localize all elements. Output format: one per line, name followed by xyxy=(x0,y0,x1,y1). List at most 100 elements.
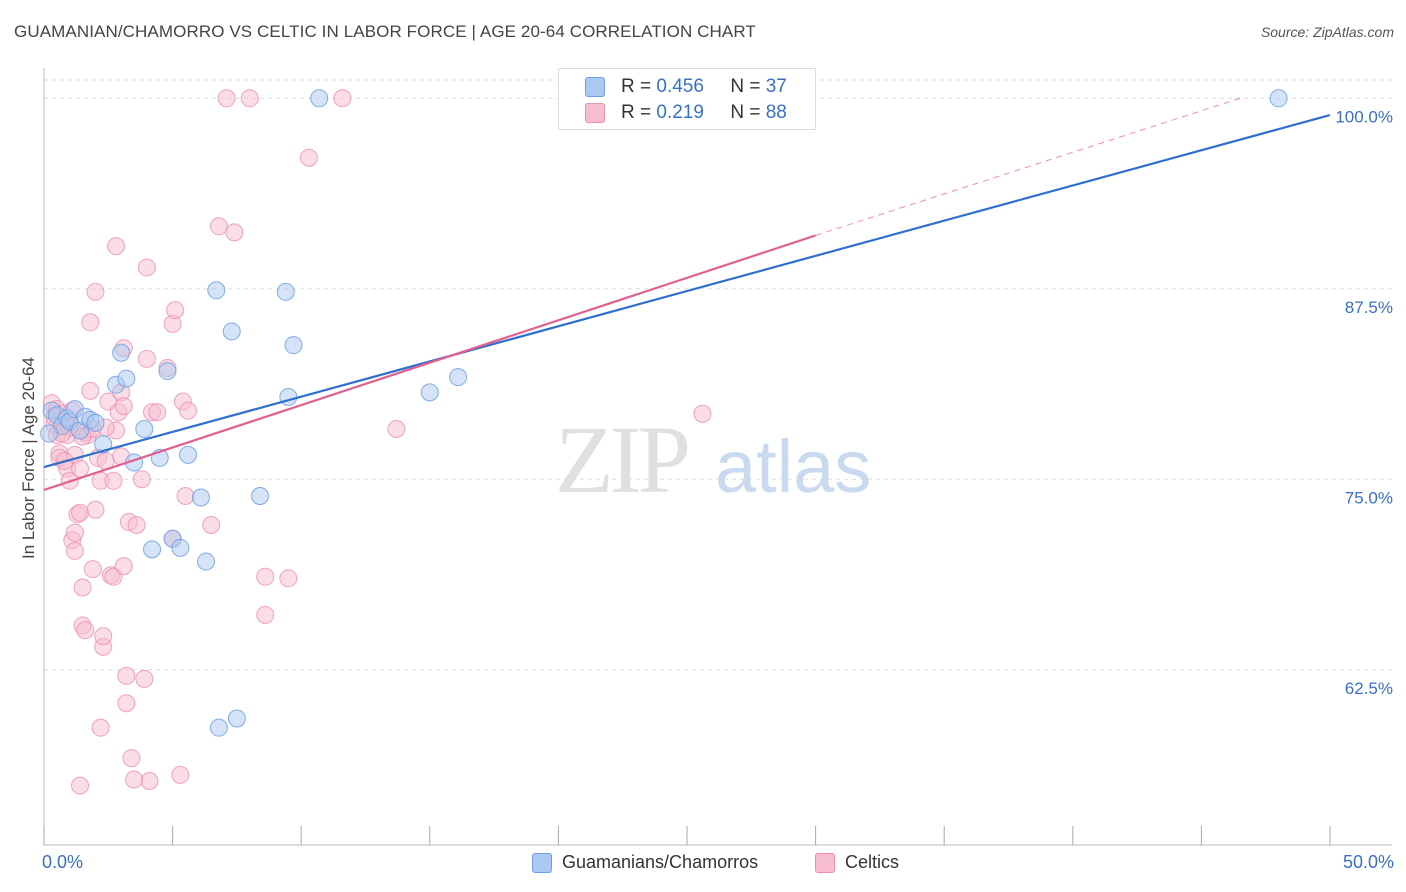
celtics-point xyxy=(256,605,275,624)
series-guamanians-points xyxy=(40,89,1288,737)
guamanians-point xyxy=(222,322,241,341)
celtics-point xyxy=(179,401,198,420)
guamanians-trend-line xyxy=(43,113,1331,469)
celtics-point xyxy=(114,557,133,576)
watermark-zip: ZIP xyxy=(555,406,688,513)
legend-swatch-blue xyxy=(585,77,605,97)
guamanians-point xyxy=(143,540,162,559)
celtics-point xyxy=(148,403,167,422)
celtics-point xyxy=(125,770,144,789)
guamanians-point xyxy=(449,368,468,387)
celtics-point xyxy=(71,776,90,795)
guamanians-point xyxy=(40,424,59,443)
y-tick-label: 87.5% xyxy=(1345,298,1393,317)
legend-n-value: 37 xyxy=(765,76,787,97)
bottom-legend-guamanians: Guamanians/Chamorros xyxy=(532,852,758,873)
celtics-point xyxy=(122,749,141,768)
celtics-point xyxy=(81,313,100,332)
celtics-point xyxy=(137,258,156,277)
celtics-point xyxy=(137,349,156,368)
legend-r-value: 0.219 xyxy=(656,102,704,123)
guamanians-point xyxy=(112,343,131,362)
celtics-point xyxy=(171,765,190,784)
bottom-legend-swatch-blue xyxy=(532,852,552,873)
celtics-point xyxy=(209,217,228,236)
celtics-point xyxy=(81,381,100,400)
guamanians-point xyxy=(158,362,177,381)
celtics-point xyxy=(279,569,298,588)
celtics-trend-extension xyxy=(815,97,1241,236)
celtics-point xyxy=(76,621,95,640)
watermark-atlas: atlas xyxy=(715,425,871,508)
celtics-point xyxy=(94,627,113,646)
legend-n-label: N = xyxy=(730,76,761,97)
celtics-point xyxy=(71,459,90,478)
guamanians-point xyxy=(251,487,270,506)
legend-r-label: R = xyxy=(621,102,652,123)
celtics-trend-line xyxy=(43,234,816,491)
legend-n-value: 88 xyxy=(765,102,787,123)
celtics-point xyxy=(114,397,133,416)
legend-r-label: R = xyxy=(621,76,652,97)
bottom-legend-label: Celtics xyxy=(845,852,900,872)
celtics-point xyxy=(86,500,105,519)
guamanians-point xyxy=(420,383,439,402)
source-label: Source: ZipAtlas.com xyxy=(1260,24,1394,40)
bottom-legend-celtics: Celtics xyxy=(815,852,899,873)
legend-swatch-pink xyxy=(585,103,605,123)
celtics-point xyxy=(71,503,90,522)
celtics-point xyxy=(65,523,84,542)
guamanians-point xyxy=(191,488,210,507)
y-tick-label: 75.0% xyxy=(1345,488,1393,507)
celtics-point xyxy=(140,771,159,790)
celtics-point xyxy=(73,578,92,597)
celtics-point xyxy=(166,301,185,320)
celtics-point xyxy=(135,669,154,688)
celtics-point xyxy=(299,148,318,167)
guamanians-point xyxy=(171,538,190,557)
celtics-point xyxy=(176,487,195,506)
legend-r-value: 0.456 xyxy=(656,76,704,97)
axes xyxy=(43,68,1392,846)
guamanians-point xyxy=(86,413,105,432)
celtics-point xyxy=(117,666,136,685)
celtics-point xyxy=(225,223,244,242)
celtics-point xyxy=(86,282,105,301)
celtics-point xyxy=(117,694,136,713)
guamanians-point xyxy=(310,89,329,108)
x-tick-right: 50.0% xyxy=(1342,852,1394,872)
stats-legend: R = 0.456 N = 37 R = 0.219 N = 88 xyxy=(558,68,816,130)
celtics-point xyxy=(65,541,84,560)
chart-title: GUAMANIAN/CHAMORRO VS CELTIC IN LABOR FO… xyxy=(14,22,756,41)
watermark: ZIP atlas xyxy=(555,406,871,513)
celtics-point xyxy=(256,567,275,586)
celtics-point xyxy=(217,89,236,108)
guamanians-point xyxy=(135,419,154,438)
celtics-point xyxy=(104,471,123,490)
guamanians-point xyxy=(179,445,198,464)
guamanians-point xyxy=(284,336,303,355)
guamanians-point xyxy=(1269,89,1288,108)
celtics-point xyxy=(107,237,126,256)
celtics-point xyxy=(132,470,151,489)
celtics-point xyxy=(91,718,110,737)
celtics-point xyxy=(127,515,146,534)
guamanians-point xyxy=(94,435,113,454)
y-axis-label: In Labor Force | Age 20-64 xyxy=(19,357,38,559)
guamanians-point xyxy=(117,369,136,388)
celtics-point xyxy=(240,89,259,108)
bottom-legend-swatch-pink xyxy=(815,852,835,873)
guamanians-point xyxy=(207,281,226,300)
grid-lines xyxy=(44,79,1392,671)
trend-lines xyxy=(43,97,1331,491)
celtics-point xyxy=(83,560,102,579)
bottom-legend-label: Guamanians/Chamorros xyxy=(562,852,759,872)
celtics-point xyxy=(202,515,221,534)
y-tick-label: 100.0% xyxy=(1335,107,1393,126)
celtics-point xyxy=(693,404,712,423)
y-tick-labels: 62.5% 75.0% 87.5% 100.0% xyxy=(1335,107,1393,697)
celtics-point xyxy=(333,89,352,108)
celtics-point xyxy=(387,419,406,438)
y-tick-label: 62.5% xyxy=(1345,679,1393,698)
guamanians-point xyxy=(197,552,216,571)
